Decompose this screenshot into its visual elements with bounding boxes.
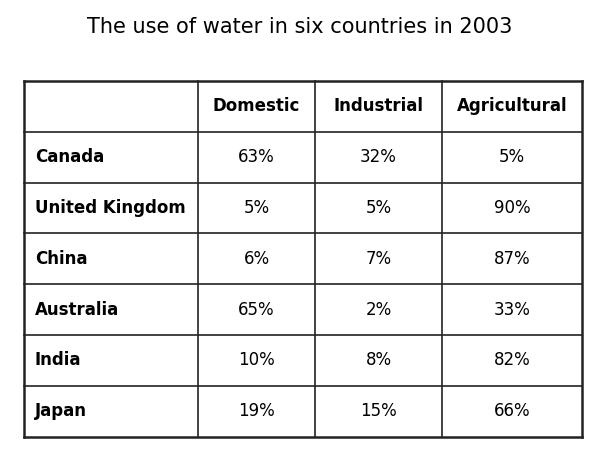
Text: Domestic: Domestic bbox=[213, 97, 300, 115]
Text: 19%: 19% bbox=[238, 402, 275, 420]
Text: 6%: 6% bbox=[244, 250, 269, 268]
Text: 63%: 63% bbox=[238, 148, 275, 166]
Text: Agricultural: Agricultural bbox=[457, 97, 568, 115]
Text: Australia: Australia bbox=[35, 301, 119, 319]
Text: 87%: 87% bbox=[494, 250, 530, 268]
Text: Japan: Japan bbox=[35, 402, 87, 420]
Text: 82%: 82% bbox=[494, 351, 530, 369]
Text: 66%: 66% bbox=[494, 402, 530, 420]
Text: United Kingdom: United Kingdom bbox=[35, 199, 185, 217]
Text: 10%: 10% bbox=[238, 351, 275, 369]
Text: The use of water in six countries in 2003: The use of water in six countries in 200… bbox=[88, 17, 512, 37]
Text: 5%: 5% bbox=[244, 199, 269, 217]
Text: 5%: 5% bbox=[499, 148, 526, 166]
Text: 2%: 2% bbox=[365, 301, 392, 319]
Text: 33%: 33% bbox=[494, 301, 530, 319]
Text: 90%: 90% bbox=[494, 199, 530, 217]
Text: China: China bbox=[35, 250, 88, 268]
Text: 32%: 32% bbox=[360, 148, 397, 166]
Text: 15%: 15% bbox=[360, 402, 397, 420]
Text: Industrial: Industrial bbox=[334, 97, 424, 115]
Text: 7%: 7% bbox=[365, 250, 392, 268]
Text: 65%: 65% bbox=[238, 301, 275, 319]
Text: 8%: 8% bbox=[365, 351, 392, 369]
Text: 5%: 5% bbox=[365, 199, 392, 217]
Text: Canada: Canada bbox=[35, 148, 104, 166]
Text: India: India bbox=[35, 351, 82, 369]
